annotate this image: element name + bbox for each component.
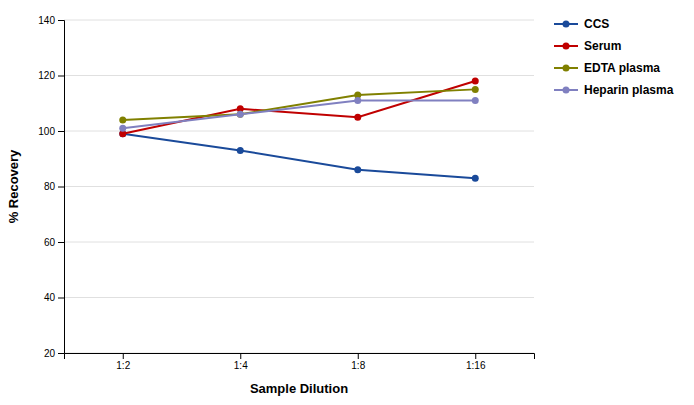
y-axis: 20 40 60 80 100 120 140 (38, 15, 64, 359)
x-tick: 1:16 (466, 353, 486, 371)
y-tick-mark (58, 76, 64, 77)
series-point (237, 111, 244, 118)
y-tick-label: 140 (38, 15, 55, 26)
grid-line (64, 20, 534, 21)
y-tick-mark (58, 131, 64, 132)
series-point (472, 97, 479, 104)
legend-label: Serum (584, 39, 621, 53)
x-tick-label: 1:2 (116, 360, 130, 371)
x-tick: 1:8 (351, 353, 365, 371)
legend-marker (563, 43, 570, 50)
x-tick: 1:2 (116, 353, 130, 371)
y-tick: 80 (44, 181, 64, 192)
x-tick-label: 1:4 (234, 360, 248, 371)
x-tick-label: 1:16 (466, 360, 486, 371)
y-tick-label: 60 (44, 237, 56, 248)
x-tick-mark (123, 353, 124, 359)
y-tick: 140 (38, 15, 64, 26)
x-tick: 1:4 (234, 353, 248, 371)
series-point (119, 116, 126, 123)
grid-line (64, 186, 534, 187)
y-axis-line (58, 21, 65, 354)
y-tick-mark (58, 353, 64, 354)
x-axis-line (65, 354, 535, 360)
y-tick: 60 (44, 237, 64, 248)
x-tick-label: 1:8 (351, 360, 365, 371)
legend-item: CCS (554, 17, 609, 31)
y-tick: 20 (44, 348, 64, 359)
legend-item: Heparin plasma (554, 83, 674, 97)
legend-item: EDTA plasma (554, 61, 660, 75)
x-axis-title: Sample Dilution (250, 381, 348, 396)
legend-label: Heparin plasma (584, 83, 674, 97)
legend-marker (563, 65, 570, 72)
series-point (472, 86, 479, 93)
y-tick-mark (58, 242, 64, 243)
marks (119, 78, 479, 182)
chart: 20 40 60 80 100 120 140 1:2 1:4 1:8 1:16 Sample Dil… (0, 0, 694, 405)
y-tick-mark (58, 187, 64, 188)
plot: 20 40 60 80 100 120 140 1:2 1:4 1:8 1:16 (38, 15, 534, 371)
y-tick: 100 (38, 126, 64, 137)
grid-line (64, 242, 534, 243)
y-tick: 40 (44, 292, 64, 303)
legend: CCS Serum EDTA plasma Heparin plasma (554, 17, 674, 97)
series-line (123, 89, 476, 120)
y-tick-label: 80 (44, 181, 56, 192)
y-tick-mark (58, 298, 64, 299)
x-tick-mark (475, 353, 476, 359)
y-tick-label: 120 (38, 70, 55, 81)
series-point (354, 97, 361, 104)
series-line (123, 134, 476, 178)
series-point (354, 114, 361, 121)
series-line (123, 81, 476, 134)
series-point (472, 175, 479, 182)
y-tick: 120 (38, 70, 64, 81)
y-tick-label: 20 (44, 348, 56, 359)
y-tick-label: 100 (38, 126, 55, 137)
series-point (119, 125, 126, 132)
series-point (237, 111, 244, 118)
series-point (237, 147, 244, 154)
legend-item: Serum (554, 39, 621, 53)
legend-marker (563, 87, 570, 94)
grid (64, 20, 534, 353)
x-tick-mark (358, 353, 359, 359)
legend-marker (563, 21, 570, 28)
grid-line (64, 297, 534, 298)
x-tick-mark (240, 353, 241, 359)
y-tick-mark (58, 20, 64, 21)
legend-label: CCS (584, 17, 609, 31)
series-point (472, 78, 479, 85)
y-axis-title: % Recovery (6, 149, 21, 223)
series-line (123, 100, 476, 128)
series-point (354, 166, 361, 173)
grid-line (64, 75, 534, 76)
y-tick-label: 40 (44, 292, 56, 303)
legend-label: EDTA plasma (584, 61, 660, 75)
x-axis: 1:2 1:4 1:8 1:16 (65, 353, 535, 371)
